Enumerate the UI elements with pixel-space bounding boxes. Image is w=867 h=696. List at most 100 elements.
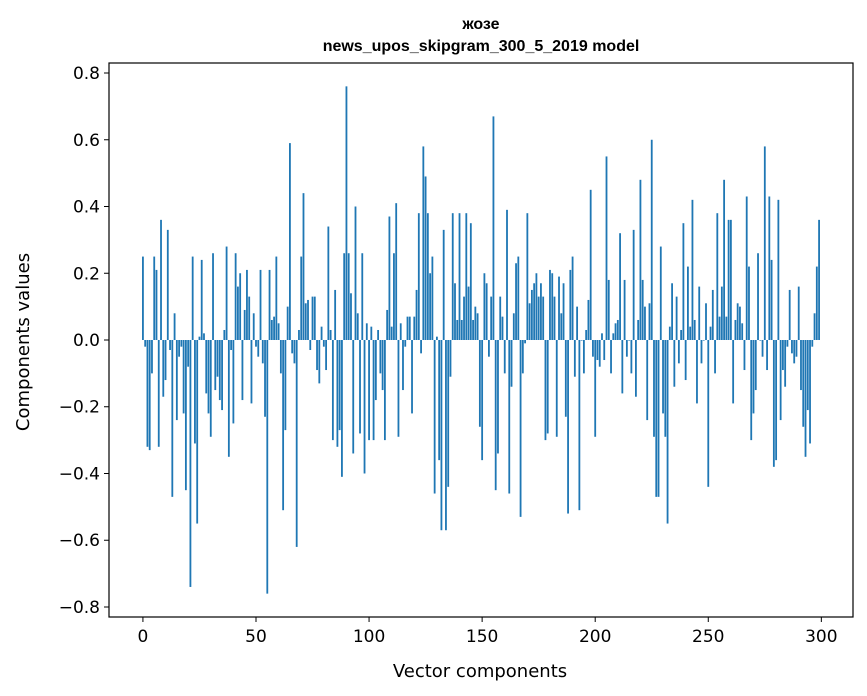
bar-261 xyxy=(732,340,735,404)
bar-216 xyxy=(630,340,633,374)
bar-152 xyxy=(485,283,488,340)
bar-128 xyxy=(431,256,434,340)
chart-subtitle: news_upos_skipgram_300_5_2019 model xyxy=(323,38,640,55)
bar-228 xyxy=(657,340,660,497)
bar-223 xyxy=(646,340,649,421)
bar-76 xyxy=(313,296,316,340)
bar-119 xyxy=(411,340,413,414)
y-tick-label: 0.4 xyxy=(73,198,100,218)
bar-213 xyxy=(623,279,626,340)
bar-288 xyxy=(793,340,796,364)
bar-53 xyxy=(261,340,264,364)
bar-137 xyxy=(451,213,454,340)
bar-67 xyxy=(293,340,296,364)
bar-241 xyxy=(687,266,689,340)
bar-242 xyxy=(689,326,692,340)
bar-125 xyxy=(424,176,427,340)
bar-143 xyxy=(465,213,468,340)
bar-121 xyxy=(415,289,418,340)
bar-183 xyxy=(555,340,558,437)
bar-38 xyxy=(227,340,230,457)
bar-81 xyxy=(325,340,327,371)
bar-101 xyxy=(370,326,373,340)
x-axis-ticks: 0 50 100 150 200 250 300 xyxy=(138,617,838,647)
bar-60 xyxy=(277,323,280,340)
bar-177 xyxy=(542,296,545,340)
bar-186 xyxy=(562,283,565,340)
bar-217 xyxy=(632,229,635,340)
bar-166 xyxy=(517,256,520,340)
bar-95 xyxy=(356,313,359,340)
bar-210 xyxy=(616,319,619,340)
bar-71 xyxy=(302,193,305,340)
bar-198 xyxy=(589,189,592,340)
bar-32 xyxy=(214,340,217,391)
bar-271 xyxy=(754,340,757,391)
bar-90 xyxy=(345,86,348,340)
bar-180 xyxy=(549,269,551,340)
bar-227 xyxy=(655,340,658,497)
bar-170 xyxy=(526,213,529,340)
bar-293 xyxy=(804,340,807,457)
bar-57 xyxy=(270,319,273,340)
bar-4 xyxy=(151,340,153,374)
bar-107 xyxy=(383,340,386,441)
bar-214 xyxy=(625,340,628,357)
bar-61 xyxy=(279,340,282,374)
bar-265 xyxy=(741,323,744,340)
bar-190 xyxy=(571,256,574,340)
bar-124 xyxy=(422,146,425,340)
y-tick-label: −0.4 xyxy=(59,464,100,484)
bar-55 xyxy=(266,340,269,594)
bar-120 xyxy=(413,316,416,340)
bar-16 xyxy=(178,340,181,357)
bar-269 xyxy=(750,340,753,441)
bar-296 xyxy=(811,340,814,347)
bar-69 xyxy=(298,329,300,340)
bar-209 xyxy=(614,323,617,340)
bar-215 xyxy=(628,340,631,341)
plot-frame xyxy=(108,62,854,618)
bar-286 xyxy=(788,289,791,340)
bar-173 xyxy=(533,283,536,340)
bar-270 xyxy=(752,340,755,414)
bar-169 xyxy=(524,340,526,344)
bar-41 xyxy=(234,253,237,340)
bar-260 xyxy=(729,219,732,340)
bar-148 xyxy=(476,313,479,340)
bar-126 xyxy=(426,213,429,340)
bar-50 xyxy=(255,340,257,347)
bar-196 xyxy=(585,329,588,340)
bar-151 xyxy=(483,273,486,340)
bar-165 xyxy=(515,263,517,340)
bar-51 xyxy=(257,340,260,357)
bar-224 xyxy=(648,303,651,340)
x-axis-label: Vector components xyxy=(393,661,567,682)
bar-21 xyxy=(189,340,192,587)
bar-289 xyxy=(795,340,798,357)
bar-174 xyxy=(535,273,538,340)
bar-189 xyxy=(569,269,572,340)
bar-140 xyxy=(458,213,461,340)
x-tick-label: 100 xyxy=(353,627,385,647)
bar-197 xyxy=(587,299,590,340)
bar-79 xyxy=(320,326,323,340)
bar-150 xyxy=(481,340,484,461)
bar-6 xyxy=(155,269,158,340)
y-axis-ticks: −0.8 −0.6 −0.4 −0.2 0.0 0.2 0.4 0.6 0.8 xyxy=(59,64,109,618)
bar-232 xyxy=(666,340,669,524)
bar-234 xyxy=(671,283,673,340)
y-tick-label: −0.2 xyxy=(59,398,100,418)
bar-254 xyxy=(716,213,719,340)
bar-115 xyxy=(402,340,404,391)
bar-257 xyxy=(723,179,726,340)
bar-22 xyxy=(191,256,194,340)
bar-109 xyxy=(388,216,391,340)
bar-20 xyxy=(187,340,190,367)
bar-167 xyxy=(519,340,522,517)
bar-3 xyxy=(148,340,151,451)
y-tick-label: 0.2 xyxy=(73,264,100,284)
bar-204 xyxy=(603,340,606,361)
bar-149 xyxy=(478,340,481,427)
bar-164 xyxy=(512,313,515,340)
